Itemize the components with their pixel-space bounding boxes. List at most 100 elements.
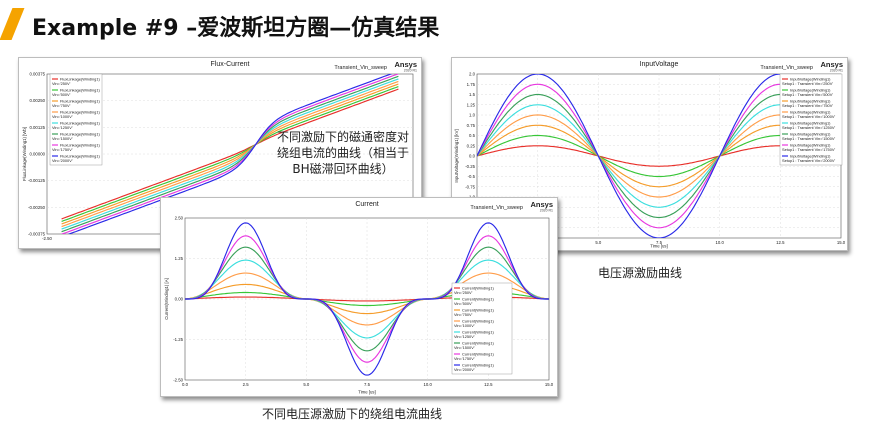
y-tick-label: 1.25 bbox=[467, 102, 476, 107]
series-line bbox=[61, 74, 399, 234]
legend-box bbox=[49, 73, 103, 166]
y-axis-label: FluxLinkage(Winding1) [Wb] bbox=[22, 127, 27, 181]
legend-condition: Setup1 : Transient Vin='750V' bbox=[782, 103, 833, 108]
y-tick-label: 0.00000 bbox=[29, 152, 45, 157]
brand-label: Ansys bbox=[394, 60, 417, 69]
legend-name: FluxLinkage(Winding1) bbox=[60, 110, 100, 115]
x-tick-label: 5.0 bbox=[595, 240, 602, 245]
legend-condition: Vin='750V' bbox=[454, 312, 473, 317]
legend-condition: Vin='1000V' bbox=[454, 323, 475, 328]
legend-name: Current(Winding1) bbox=[462, 330, 494, 335]
series-line bbox=[185, 235, 549, 363]
legend-name: FluxLinkage(Winding1) bbox=[60, 132, 100, 137]
legend-name: FluxLinkage(Winding1) bbox=[60, 88, 100, 93]
legend-condition: Vin='250V' bbox=[52, 81, 71, 86]
current-caption: 不同电压源激励下的绕组电流曲线 bbox=[262, 407, 443, 421]
legend-name: Current(Winding1) bbox=[462, 341, 494, 346]
y-tick-label: -0.00375 bbox=[28, 232, 46, 237]
bh-annotation: 不同激励下的磁通密度对绕组电流的曲线（相当于BH磁滞回环曲线） bbox=[277, 130, 410, 176]
x-tick-label: 2.5 bbox=[243, 382, 250, 387]
chart-title: Flux-Current bbox=[211, 61, 250, 68]
chart-title: InputVoltage bbox=[640, 61, 679, 68]
series-line bbox=[185, 222, 549, 376]
legend-name: Current(Winding1) bbox=[462, 319, 494, 324]
setup-label: Transient_Vin_sweep bbox=[334, 65, 387, 71]
y-tick-label: 0.00375 bbox=[29, 72, 45, 77]
y-tick-label: 0.5 bbox=[469, 133, 476, 138]
legend-box bbox=[451, 282, 513, 375]
x-tick-label: 10.0 bbox=[423, 382, 432, 387]
legend-name: InputVoltage(Winding1) bbox=[790, 121, 831, 126]
y-tick-label: 1.5 bbox=[469, 92, 476, 97]
y-tick-label: 0.00 bbox=[175, 297, 184, 302]
legend-name: FluxLinkage(Winding1) bbox=[60, 77, 100, 82]
legend-condition: Vin='1000V' bbox=[52, 114, 73, 119]
y-tick-label: 0.00250 bbox=[29, 98, 45, 103]
legend-name: Current(Winding1) bbox=[462, 297, 494, 302]
x-axis-label: Time [us] bbox=[358, 390, 376, 395]
y-axis-label: InputVoltage(Winding1) [kV] bbox=[454, 129, 459, 182]
y-axis-label: Current(Winding1) [A] bbox=[164, 278, 169, 320]
legend-condition: Setup1 : Transient Vin='2000V' bbox=[782, 158, 835, 163]
legend-name: FluxLinkage(Winding1) bbox=[60, 99, 100, 104]
legend-condition: Setup1 : Transient Vin='1000V' bbox=[782, 114, 835, 119]
legend-condition: Vin='1500V' bbox=[454, 345, 475, 350]
legend-condition: Vin='2000V' bbox=[454, 367, 475, 372]
series-line bbox=[61, 75, 399, 233]
legend-box bbox=[779, 73, 843, 166]
accent-slash bbox=[0, 8, 25, 40]
series-line bbox=[61, 83, 399, 225]
y-tick-label: -0.5 bbox=[468, 174, 476, 179]
series-line bbox=[185, 272, 549, 326]
y-tick-label: 1.0 bbox=[469, 113, 476, 118]
brand-label: Ansys bbox=[530, 200, 553, 209]
legend-name: InputVoltage(Winding1) bbox=[790, 77, 831, 82]
legend-condition: Vin='1750V' bbox=[52, 147, 73, 152]
y-tick-label: 1.75 bbox=[467, 82, 476, 87]
legend-name: InputVoltage(Winding1) bbox=[790, 88, 831, 93]
y-tick-label: 0.00125 bbox=[29, 125, 45, 130]
legend-name: FluxLinkage(Winding1) bbox=[60, 143, 100, 148]
legend-condition: Setup1 : Transient Vin='1250V' bbox=[782, 125, 835, 130]
setup-label: Transient_Vin_sweep bbox=[760, 65, 813, 71]
x-tick-label: 5.0 bbox=[303, 382, 310, 387]
legend-name: InputVoltage(Winding1) bbox=[790, 110, 831, 115]
series-line bbox=[185, 246, 549, 352]
x-tick-label: 12.5 bbox=[776, 240, 785, 245]
series-line bbox=[61, 78, 399, 230]
x-tick-label: 12.5 bbox=[484, 382, 493, 387]
legend-condition: Vin='1750V' bbox=[454, 356, 475, 361]
chart-title: Current bbox=[355, 201, 378, 208]
y-tick-label: 1.25 bbox=[175, 256, 184, 261]
legend-condition: Vin='1250V' bbox=[52, 125, 73, 130]
x-tick-label: 7.5 bbox=[364, 382, 371, 387]
y-tick-label: 0.0 bbox=[469, 154, 476, 159]
series-line bbox=[67, 74, 393, 234]
legend-condition: Vin='500V' bbox=[454, 301, 473, 306]
legend-name: FluxLinkage(Winding1) bbox=[60, 154, 100, 159]
x-axis-label: Time [us] bbox=[650, 244, 668, 249]
y-tick-label: -0.00250 bbox=[28, 205, 46, 210]
y-tick-label: 0.75 bbox=[467, 123, 476, 128]
legend-condition: Vin='1500V' bbox=[52, 136, 73, 141]
legend-name: InputVoltage(Winding1) bbox=[790, 154, 831, 159]
x-tick-label: 10.0 bbox=[715, 240, 724, 245]
x-tick-label: 0.0 bbox=[182, 382, 189, 387]
legend-condition: Setup1 : Transient Vin='1750V' bbox=[782, 147, 835, 152]
series-line bbox=[61, 88, 399, 220]
legend-condition: Vin='2000V' bbox=[52, 158, 73, 163]
legend-condition: Setup1 : Transient Vin='250V' bbox=[782, 81, 833, 86]
legend-name: Current(Winding1) bbox=[462, 308, 494, 313]
legend: InputVoltage(Winding1)Setup1 : Transient… bbox=[779, 73, 843, 166]
series-line bbox=[61, 80, 399, 228]
x-tick-label: 15.0 bbox=[837, 240, 846, 245]
y-tick-label: 2.50 bbox=[175, 216, 184, 221]
y-tick-label: -0.00125 bbox=[28, 178, 46, 183]
legend: FluxLinkage(Winding1)Vin='250V'FluxLinka… bbox=[49, 73, 103, 166]
legend-condition: Vin='250V' bbox=[454, 290, 473, 295]
y-tick-label: -2.50 bbox=[173, 378, 183, 383]
version-label: 2020 R1 bbox=[830, 69, 843, 73]
legend-name: FluxLinkage(Winding1) bbox=[60, 121, 100, 126]
legend-name: InputVoltage(Winding1) bbox=[790, 99, 831, 104]
